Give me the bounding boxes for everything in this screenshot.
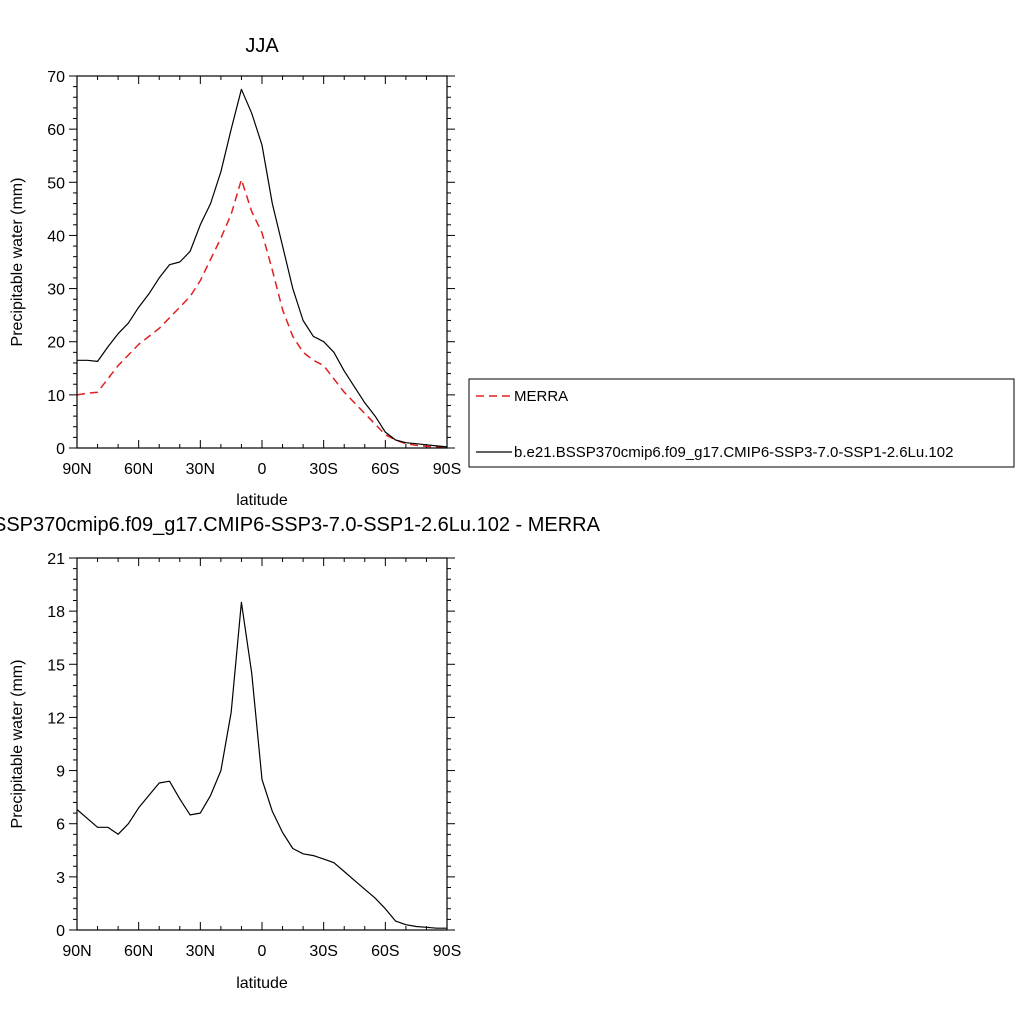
legend-label-merra: MERRA	[514, 388, 568, 405]
top-panel: JJA Precipitable water (mm) latitude 90N…	[9, 35, 461, 509]
legend: MERRA b.e21.BSSP370cmip6.f09_g17.CMIP6-S…	[468, 378, 1015, 468]
bottom-y-tick-label: 3	[56, 870, 65, 887]
top-y-tick-label: 60	[47, 122, 65, 139]
bottom-y-tick-label: 6	[56, 817, 65, 834]
top-y-tick-label: 10	[47, 388, 65, 405]
top-series-line-0	[76, 178, 448, 449]
bottom-y-tick-label: 12	[47, 710, 65, 727]
bottom-x-tick-label: 60S	[371, 943, 399, 960]
bottom-y-tick-label: 18	[47, 604, 65, 621]
top-y-tick-label: 40	[47, 228, 65, 245]
top-x-tick-label: 60N	[124, 461, 153, 478]
bottom-x-tick-label: 30S	[309, 943, 337, 960]
bottom-x-tick-label: 30N	[186, 943, 215, 960]
top-y-tick-label: 50	[47, 175, 65, 192]
bottom-panel: b.e21.BSSP370cmip6.f09_g17.CMIP6-SSP3-7.…	[0, 514, 601, 992]
top-x-tick-label: 60S	[371, 461, 399, 478]
bottom-x-tick-label: 0	[258, 943, 267, 960]
bottom-series-line-0	[76, 601, 447, 929]
top-plot-frame	[76, 75, 448, 449]
top-series-line-1	[77, 88, 448, 448]
top-x-tick-label: 30N	[186, 461, 215, 478]
top-y-tick-label: 30	[47, 282, 65, 299]
bottom-y-axis-label: Precipitable water (mm)	[9, 660, 26, 829]
bottom-y-tick-label: 9	[56, 764, 65, 781]
top-y-tick-label: 20	[47, 335, 65, 352]
bottom-chart-title: b.e21.BSSP370cmip6.f09_g17.CMIP6-SSP3-7.…	[0, 514, 601, 536]
top-x-tick-label: 90S	[433, 461, 461, 478]
top-y-axis-label: Precipitable water (mm)	[9, 178, 26, 347]
bottom-y-tick-label: 0	[56, 923, 65, 940]
top-y-tick-label: 70	[47, 69, 65, 86]
top-x-tick-label: 90N	[62, 461, 91, 478]
bottom-y-tick-label: 21	[47, 551, 65, 568]
top-y-tick-label: 0	[56, 441, 65, 458]
bottom-x-tick-label: 90S	[433, 943, 461, 960]
legend-label-model: b.e21.BSSP370cmip6.f09_g17.CMIP6-SSP3-7.…	[514, 444, 953, 461]
top-x-tick-label: 30S	[309, 461, 337, 478]
bottom-plot-frame	[76, 557, 448, 931]
bottom-y-tick-label: 15	[47, 657, 65, 674]
bottom-x-tick-label: 60N	[124, 943, 153, 960]
top-chart-title: JJA	[245, 35, 279, 57]
top-x-tick-label: 0	[258, 461, 267, 478]
top-x-axis-label: latitude	[236, 492, 288, 509]
bottom-x-tick-label: 90N	[62, 943, 91, 960]
legend-box	[468, 378, 1015, 468]
bottom-x-axis-label: latitude	[236, 975, 288, 992]
